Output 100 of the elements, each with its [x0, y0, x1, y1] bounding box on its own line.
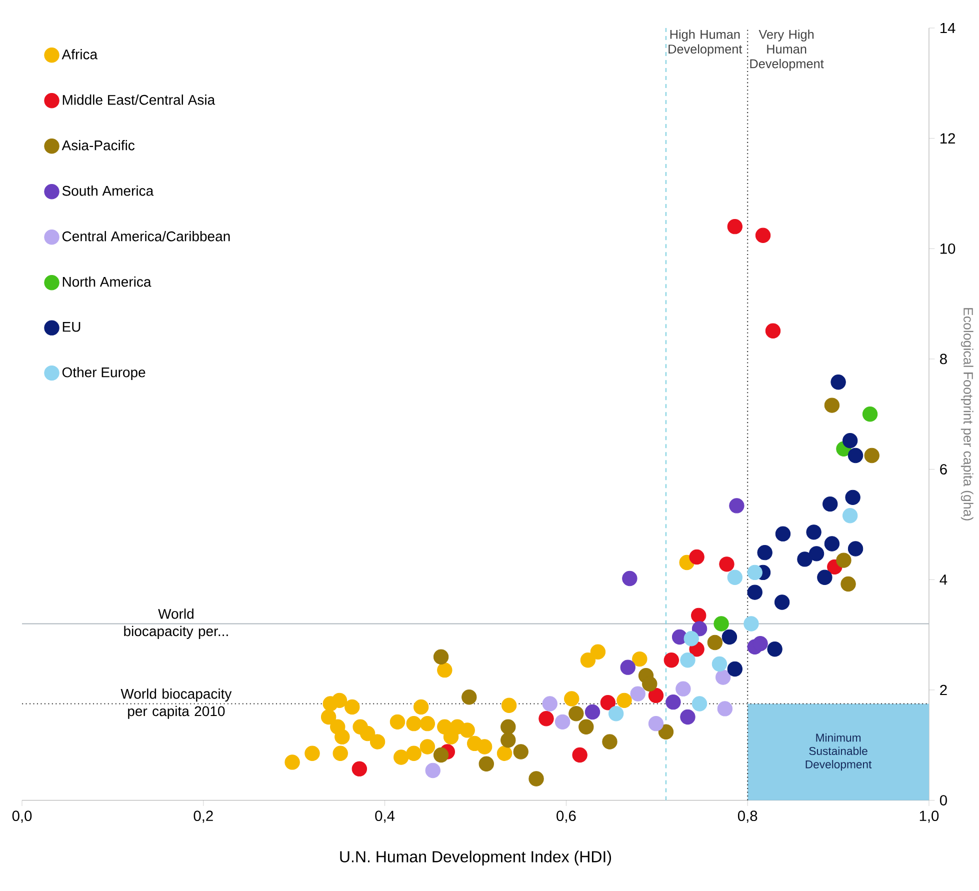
point — [842, 508, 858, 524]
point — [727, 570, 742, 586]
point — [707, 634, 723, 650]
legend-label: Asia-Pacific — [62, 140, 135, 150]
point — [840, 576, 856, 592]
point — [500, 732, 516, 748]
point — [572, 747, 588, 763]
point — [500, 719, 516, 735]
point — [620, 660, 636, 675]
point — [729, 498, 744, 514]
y-tick-label: 14 — [940, 22, 956, 34]
point — [462, 690, 477, 705]
x-tick-label: 0,8 — [738, 810, 758, 823]
ref-line-label: World biocapacity per... — [124, 608, 228, 639]
point — [845, 490, 860, 506]
x-tick-label: 0,2 — [194, 810, 213, 823]
point — [848, 541, 864, 556]
point — [394, 750, 409, 765]
point — [722, 629, 738, 645]
point — [528, 771, 544, 786]
point — [817, 570, 832, 586]
point — [632, 651, 648, 667]
point — [648, 688, 664, 704]
point — [757, 544, 772, 560]
point — [580, 652, 596, 668]
point — [304, 746, 320, 761]
point — [437, 662, 452, 678]
legend-label: South America — [62, 186, 154, 196]
point — [806, 524, 822, 540]
point — [554, 714, 570, 730]
point — [370, 734, 386, 750]
y-tick-label: 8 — [940, 354, 947, 364]
point — [433, 649, 449, 664]
point — [830, 374, 846, 390]
point — [680, 652, 696, 668]
point — [744, 616, 759, 632]
point — [666, 694, 681, 710]
y-axis-title: Ecological Footprint per capita (gha) — [960, 308, 974, 520]
legend-label: Africa — [62, 49, 98, 60]
point — [564, 691, 580, 706]
legend-label: Middle East/Central Asia — [62, 94, 216, 105]
point — [712, 656, 728, 672]
point — [630, 686, 646, 702]
ref-line-label: World biocapacity per capita 2010 — [120, 688, 232, 719]
point — [842, 433, 858, 448]
point — [676, 681, 691, 696]
point — [542, 696, 558, 712]
point — [664, 652, 680, 668]
point — [719, 556, 734, 572]
ref-line-label: High Human Development — [668, 30, 742, 56]
y-tick-label: 6 — [940, 464, 947, 474]
point — [584, 704, 600, 720]
point — [774, 594, 790, 610]
point — [501, 698, 517, 713]
point — [747, 584, 762, 600]
point — [691, 608, 706, 624]
y-tick-label: 10 — [940, 243, 956, 254]
point — [413, 699, 429, 715]
x-axis-title: U.N. Human Development Index (HDI) — [340, 850, 611, 866]
point — [680, 709, 696, 725]
point — [824, 536, 840, 552]
point — [775, 526, 791, 542]
point — [320, 709, 336, 725]
y-tick-label: 4 — [940, 574, 948, 585]
point — [406, 716, 422, 732]
point — [727, 218, 742, 234]
point — [578, 719, 594, 735]
point — [622, 570, 638, 586]
point — [425, 762, 440, 778]
point — [692, 696, 708, 712]
point — [689, 549, 704, 565]
x-tick-label: 0,4 — [375, 810, 395, 823]
legend-label: North America — [62, 276, 152, 287]
point — [406, 746, 422, 761]
point — [767, 642, 782, 657]
point — [755, 228, 771, 244]
point — [344, 699, 360, 715]
point — [824, 398, 840, 413]
point — [538, 711, 554, 726]
point — [420, 716, 436, 732]
point — [714, 616, 729, 632]
point — [332, 692, 348, 708]
point — [822, 496, 838, 512]
y-tick-label: 0 — [940, 795, 947, 806]
point — [332, 746, 348, 761]
point — [608, 706, 624, 722]
point — [496, 746, 512, 761]
point — [848, 448, 864, 464]
point — [684, 631, 699, 646]
point — [513, 744, 528, 760]
point — [747, 564, 762, 580]
ref-line-label: Very High Human Development — [750, 30, 824, 71]
point — [390, 714, 406, 730]
point — [727, 661, 742, 677]
point — [478, 756, 494, 772]
point — [590, 644, 606, 660]
band-label: Minimum Sustainable Development — [806, 733, 872, 771]
point — [797, 552, 812, 567]
point — [568, 706, 584, 722]
legend-label: Central America/Caribbean — [62, 231, 230, 242]
